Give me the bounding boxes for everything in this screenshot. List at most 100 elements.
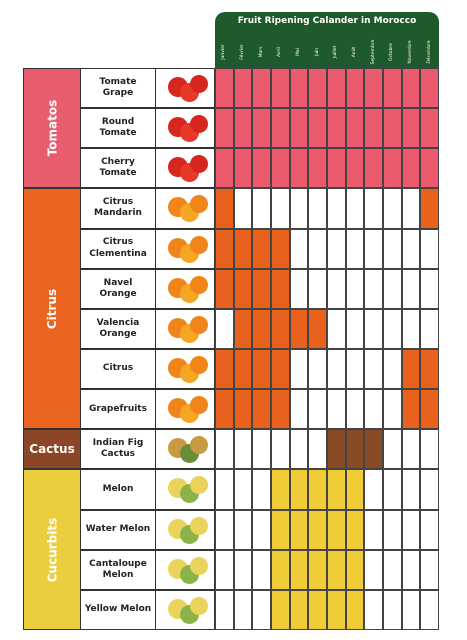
month-cell — [383, 188, 402, 229]
month-cell — [271, 68, 290, 109]
fruit-name: Tomate Grape — [80, 68, 156, 109]
group-label-text: Cactus — [29, 442, 75, 457]
fruit-name: Citrus Clementina — [80, 228, 156, 269]
month-cell — [271, 469, 290, 510]
month-cell — [233, 268, 253, 309]
fruit-icon — [190, 436, 208, 455]
fruit-icon — [190, 75, 208, 93]
month-cell — [308, 429, 327, 470]
month-cell — [308, 349, 327, 390]
month-cell — [215, 268, 234, 309]
month-cell — [308, 108, 327, 149]
month-cell — [289, 509, 309, 550]
month-cell — [308, 68, 327, 109]
month-cell — [327, 108, 346, 149]
fruit-name: Valencia Orange — [80, 308, 156, 349]
month-cell — [364, 228, 383, 269]
fruit-image — [155, 349, 215, 390]
month-cell — [420, 108, 439, 149]
month-cell — [215, 68, 234, 109]
month-cell — [401, 549, 421, 590]
month-cell — [383, 349, 402, 390]
fruit-image — [155, 268, 215, 309]
fruit-icon — [190, 195, 208, 214]
month-cell — [345, 509, 365, 550]
fruit-name: Indian Fig Cactus — [80, 429, 156, 470]
month-cell — [233, 308, 253, 349]
month-cell — [289, 148, 309, 189]
month-cell — [383, 228, 402, 269]
month-cell — [327, 188, 346, 229]
month-cell — [364, 429, 383, 470]
month-cell — [271, 549, 290, 590]
month-cell — [327, 68, 346, 109]
fruit-image — [155, 308, 215, 349]
month-cell — [233, 148, 253, 189]
month-cell — [420, 228, 439, 269]
month-cell — [308, 549, 327, 590]
month-cell — [233, 228, 253, 269]
group-label-text: Citrus — [44, 288, 59, 329]
group-label-text: Cucurbits — [45, 517, 60, 582]
month-cell — [327, 268, 346, 309]
month-cell — [401, 349, 421, 390]
month-cell — [401, 389, 421, 430]
month-cell — [233, 509, 253, 550]
month-cell — [345, 389, 365, 430]
month-cell — [252, 589, 271, 630]
month-cell — [289, 389, 309, 430]
month-cell — [345, 148, 365, 189]
month-cell — [271, 349, 290, 390]
month-cell — [271, 389, 290, 430]
month-cell — [364, 108, 383, 149]
month-cell — [289, 589, 309, 630]
fruit-icon — [190, 396, 208, 415]
month-cell — [289, 108, 309, 149]
month-cell — [420, 429, 439, 470]
month-label: Mars — [258, 46, 264, 58]
month-cell — [345, 308, 365, 349]
month-label: Juillet — [333, 45, 339, 59]
month-cell — [327, 429, 346, 470]
month-cell — [233, 389, 253, 430]
fruit-icon — [190, 235, 208, 254]
month-cell — [345, 68, 365, 109]
fruit-icon — [190, 596, 208, 615]
month-cell — [271, 108, 290, 149]
fruit-name: Yellow Melon — [80, 589, 156, 630]
group-label: Cactus — [23, 429, 81, 470]
month-cell — [401, 148, 421, 189]
month-label: Août — [352, 46, 357, 58]
month-cell — [345, 429, 365, 470]
month-cell — [215, 188, 234, 229]
month-cell — [383, 549, 402, 590]
month-cell — [271, 308, 290, 349]
month-cell — [271, 268, 290, 309]
fruit-image — [155, 148, 215, 189]
month-cell — [401, 469, 421, 510]
month-cell — [271, 589, 290, 630]
month-cell — [345, 268, 365, 309]
month-cell — [327, 349, 346, 390]
title: Fruit Ripening Calander in Morocco — [237, 16, 417, 26]
fruit-name: Water Melon — [80, 509, 156, 550]
fruit-icon — [190, 516, 208, 535]
month-cell — [401, 429, 421, 470]
month-cell — [345, 549, 365, 590]
month-label: Décembre — [426, 40, 432, 64]
month-cell — [271, 228, 290, 269]
month-cell — [252, 108, 271, 149]
month-cell — [289, 268, 309, 309]
fruit-image — [155, 469, 215, 510]
month-cell — [420, 308, 439, 349]
month-cell — [308, 509, 327, 550]
month-cell — [401, 308, 421, 349]
month-cell — [233, 188, 253, 229]
month-cell — [383, 308, 402, 349]
fruit-image — [155, 589, 215, 630]
fruit-name: Cherry Tomate — [80, 148, 156, 189]
month-label: Février — [240, 44, 245, 60]
month-cell — [252, 549, 271, 590]
month-cell — [289, 469, 309, 510]
